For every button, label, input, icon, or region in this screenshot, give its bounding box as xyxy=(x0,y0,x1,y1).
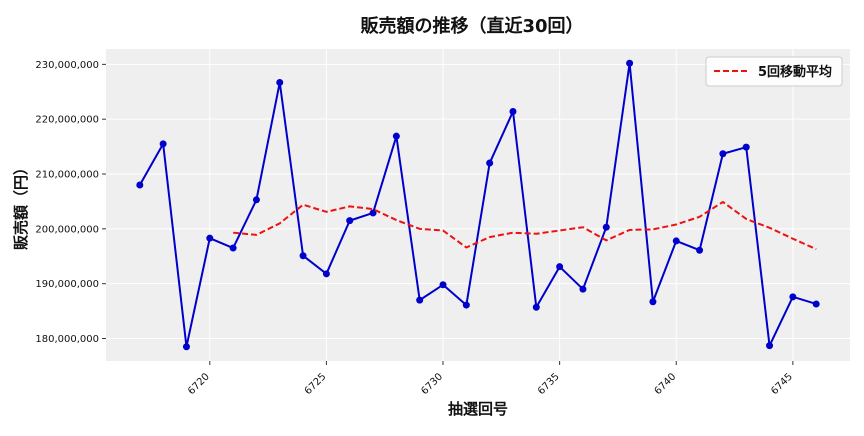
legend: 5回移動平均 xyxy=(705,56,843,87)
x-tick-label: 6745 xyxy=(769,371,795,397)
y-tick-label: 230,000,000 xyxy=(35,60,99,71)
sales-data-point xyxy=(626,59,634,67)
series-layer xyxy=(136,59,820,351)
legend-label-moving-average: 5回移動平均 xyxy=(758,64,832,80)
plot-background xyxy=(106,49,850,361)
sales-data-point xyxy=(486,159,494,167)
x-tick-label: 6725 xyxy=(303,371,329,397)
grid-layer xyxy=(106,49,850,361)
chart-title: 販売額の推移（直近30回） xyxy=(360,15,583,37)
sales-data-point xyxy=(346,217,354,225)
y-tick-label: 220,000,000 xyxy=(35,115,99,126)
sales-data-point xyxy=(789,293,797,301)
sales-data-point xyxy=(206,234,214,242)
sales-data-point xyxy=(136,181,144,189)
y-axis-label: 販売額（円） xyxy=(12,160,30,250)
legend-box xyxy=(705,56,843,87)
sales-data-point xyxy=(672,237,680,245)
x-tick-label: 6740 xyxy=(653,371,679,397)
sales-data-point xyxy=(252,196,260,204)
sales-data-point xyxy=(299,252,307,260)
sales-data-point xyxy=(696,246,704,254)
moving-average-line xyxy=(233,200,817,251)
sales-data-point xyxy=(369,209,377,217)
x-tick-label: 6730 xyxy=(419,371,445,397)
sales-data-point xyxy=(812,300,820,308)
y-tick-label: 190,000,000 xyxy=(35,279,99,290)
sales-data-point xyxy=(159,140,167,148)
sales-data-point xyxy=(742,143,750,151)
sales-data-point xyxy=(532,303,540,311)
sales-data-point xyxy=(392,132,400,140)
sales-data-point xyxy=(416,296,424,304)
sales-data-point xyxy=(229,244,237,252)
sales-data-point xyxy=(579,285,587,293)
x-axis-label: 抽選回号 xyxy=(448,400,508,418)
sales-data-point xyxy=(556,263,564,271)
sales-data-point xyxy=(439,281,447,289)
x-tick-label: 6735 xyxy=(536,371,562,397)
x-tick-label: 6720 xyxy=(186,371,212,397)
sales-data-point xyxy=(322,270,330,278)
sales-data-point xyxy=(509,108,517,116)
sales-data-point xyxy=(649,298,657,306)
y-tick-label: 200,000,000 xyxy=(35,224,99,235)
sales-line xyxy=(138,62,817,348)
sales-data-point xyxy=(719,150,727,158)
y-tick-label: 210,000,000 xyxy=(35,170,99,181)
sales-data-point xyxy=(766,342,774,350)
y-tick-label: 180,000,000 xyxy=(35,334,99,345)
sales-data-point xyxy=(602,223,610,231)
sales-data-point xyxy=(462,301,470,309)
sales-data-point xyxy=(182,343,190,351)
sales-data-point xyxy=(276,78,284,86)
